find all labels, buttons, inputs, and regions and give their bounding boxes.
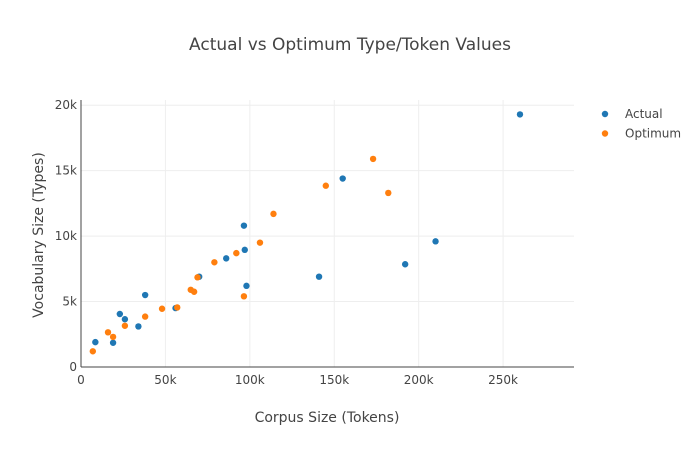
actual-point[interactable] [516, 111, 524, 118]
x-tick-label: 50k [154, 373, 176, 387]
actual-point[interactable] [432, 238, 439, 245]
x-tick-label: 0 [77, 373, 85, 387]
x-tick-label: 250k [488, 373, 518, 387]
actual-point[interactable] [240, 222, 248, 229]
actual-point[interactable] [92, 338, 99, 346]
x-tick-label: 100k [235, 373, 265, 387]
y-tick-label: 20k [55, 98, 77, 112]
optimum-point[interactable] [256, 239, 264, 246]
y-tick-label: 15k [55, 164, 77, 178]
legend-item-optimum[interactable]: Optimum [601, 127, 681, 141]
optimum-point[interactable] [211, 259, 218, 266]
actual-point[interactable] [241, 246, 248, 254]
optimum-point[interactable] [194, 274, 201, 281]
optimum-point[interactable] [121, 322, 129, 329]
y-tick-label: 10k [55, 229, 77, 243]
optimum-point[interactable] [233, 249, 240, 257]
optimum-point[interactable] [158, 305, 166, 312]
legend[interactable]: Actual Optimum [601, 107, 681, 141]
optimum-point[interactable] [141, 313, 149, 320]
actual-point[interactable] [121, 316, 129, 323]
optimum-point[interactable] [190, 288, 198, 295]
legend-marker-optimum [601, 130, 609, 137]
actual-point[interactable] [141, 291, 149, 299]
chart-title: Actual vs Optimum Type/Token Values [189, 35, 511, 55]
optimum-point[interactable] [174, 304, 181, 311]
actual-point[interactable] [243, 282, 250, 290]
legend-marker-actual [601, 110, 609, 118]
legend-label-optimum: Optimum [625, 127, 681, 141]
data-points [89, 111, 524, 355]
optimum-point[interactable] [369, 155, 377, 163]
optimum-point[interactable] [270, 210, 277, 218]
grid-lines [81, 100, 574, 367]
y-tick-label: 0 [69, 360, 77, 374]
actual-point[interactable] [401, 261, 409, 268]
x-tick-label: 150k [319, 373, 349, 387]
actual-point[interactable] [315, 273, 323, 280]
optimum-point[interactable] [104, 329, 112, 336]
x-axis-title: Corpus Size (Tokens) [255, 410, 400, 426]
optimum-point[interactable] [109, 333, 117, 341]
axes [80, 100, 574, 368]
actual-point[interactable] [339, 175, 346, 182]
legend-item-actual[interactable]: Actual [601, 107, 663, 121]
legend-label-actual: Actual [625, 107, 663, 121]
actual-point[interactable] [222, 255, 230, 262]
actual-point[interactable] [109, 339, 117, 346]
optimum-point[interactable] [385, 189, 392, 197]
y-axis-title: Vocabulary Size (Types) [31, 152, 47, 318]
x-tick-label: 200k [404, 373, 434, 387]
actual-point[interactable] [116, 310, 124, 318]
actual-point[interactable] [135, 323, 142, 330]
optimum-point[interactable] [322, 182, 330, 189]
y-tick-label: 5k [62, 295, 77, 309]
tick-labels: 0 50k 100k 150k 200k 250k 0 5k 10k 15k 20k [55, 98, 518, 387]
optimum-point[interactable] [89, 348, 97, 355]
optimum-point[interactable] [240, 293, 248, 300]
